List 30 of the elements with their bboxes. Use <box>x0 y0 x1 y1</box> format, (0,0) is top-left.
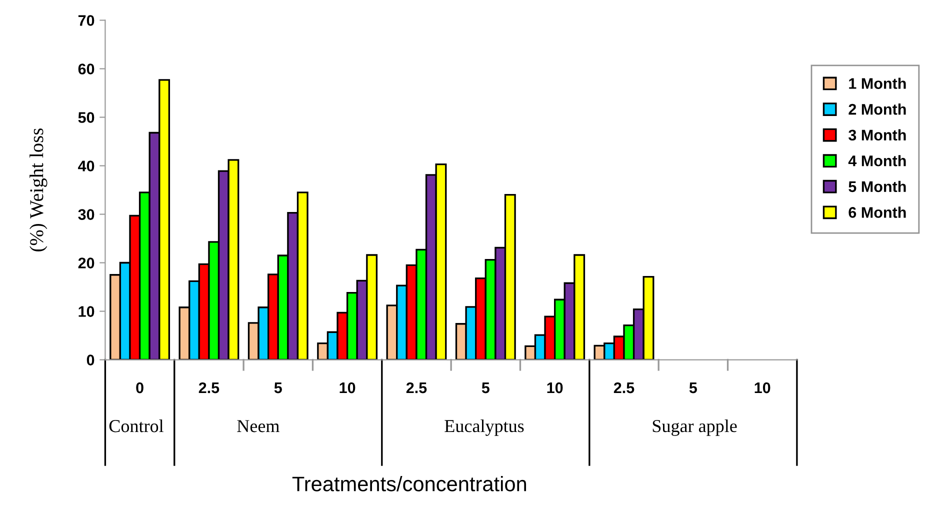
y-tick-label: 30 <box>78 209 94 220</box>
x-tick-label: 10 <box>340 382 356 394</box>
x-tick-label: 2.5 <box>614 382 634 394</box>
y-tick-label: 20 <box>78 258 94 268</box>
text: Sugar apple <box>652 419 737 436</box>
x-tick-label: 5 <box>482 382 490 394</box>
legend-label: 3 Month <box>848 129 906 141</box>
text: Neem <box>237 420 280 432</box>
y-tick-label: 60 <box>78 64 94 74</box>
y-axis-title: (%) Weight loss <box>30 128 48 252</box>
y-tick-label: 40 <box>78 160 94 172</box>
legend-label: 4 Month <box>848 155 906 166</box>
y-tick-label: 50 <box>78 112 94 123</box>
y-tick-label: 10 <box>78 306 94 317</box>
text: Control <box>109 419 164 432</box>
legend-label: 1 Month <box>849 78 906 89</box>
legend-label: 2 Month <box>848 104 906 115</box>
x-tick-label: 5 <box>689 382 697 394</box>
x-tick-label: 10 <box>547 382 563 394</box>
y-tick-label: 70 <box>78 15 94 26</box>
y-tick-label: 0 <box>86 354 94 366</box>
x-tick-label: 5 <box>274 382 282 394</box>
x-tick-label: 10 <box>754 382 770 394</box>
x-tick-label: 2.5 <box>198 382 220 394</box>
text: Eucalyptus <box>444 419 524 436</box>
legend-label: 5 Month <box>848 180 906 192</box>
x-tick-label: 2.5 <box>406 382 427 394</box>
x-tick-label: 0 <box>136 382 144 394</box>
x-axis-title: Treatments/concentration <box>292 476 526 492</box>
legend-label: 6 Month <box>848 206 906 218</box>
